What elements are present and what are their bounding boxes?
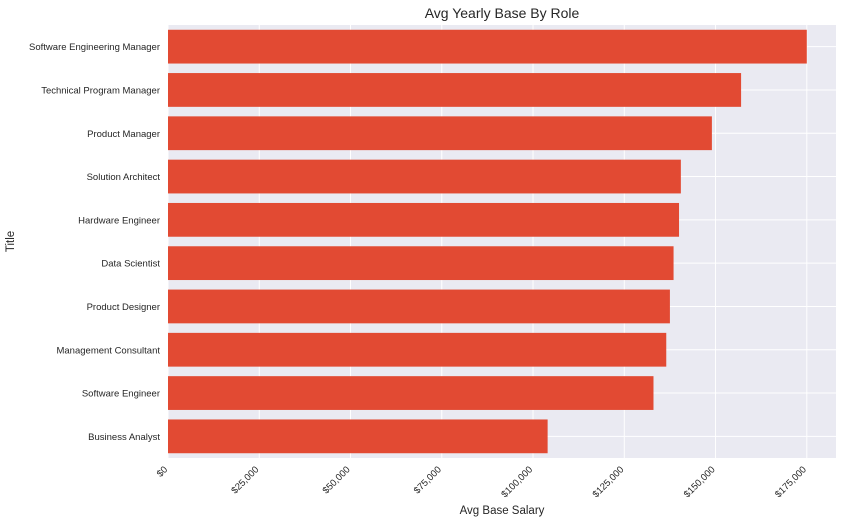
y-tick-labels: Software Engineering Manager Technical Pr…: [29, 42, 160, 443]
y-tick-label: Data Scientist: [101, 259, 160, 270]
x-tick-label: $100,000: [499, 464, 535, 500]
y-tick-label: Solution Architect: [87, 172, 161, 183]
y-tick-label: Software Engineer: [82, 389, 160, 400]
x-tick-label: $0: [155, 464, 170, 479]
x-tick-label: $175,000: [773, 464, 809, 500]
y-tick-label: Product Designer: [87, 302, 160, 313]
bar: [168, 289, 670, 324]
bar: [168, 73, 742, 107]
bar: [168, 419, 548, 454]
y-tick-label: Technical Program Manager: [41, 85, 160, 96]
bar: [168, 332, 667, 367]
x-axis-label: Avg Base Salary: [460, 505, 545, 517]
x-tick-label: $75,000: [412, 464, 444, 496]
y-tick-label: Hardware Engineer: [78, 215, 160, 226]
x-tick-label: $50,000: [321, 464, 353, 496]
x-tick-labels: $0 $25,000 $50,000 $75,000 $100,000 $125,000 $…: [155, 464, 809, 500]
y-tick-label: Product Manager: [87, 129, 160, 140]
y-tick-label: Business Analyst: [88, 432, 160, 443]
bar: [168, 376, 654, 410]
chart-title: Avg Yearly Base By Role: [425, 5, 580, 21]
y-tick-label: Management Consultant: [56, 345, 160, 356]
x-tick-label: $150,000: [682, 464, 718, 500]
bars: [168, 29, 807, 454]
y-tick-label: Software Engineering Manager: [29, 42, 160, 53]
x-tick-label: $125,000: [591, 464, 627, 500]
bar: [168, 202, 680, 237]
bar: [168, 159, 681, 194]
bar: [168, 116, 712, 151]
y-axis-label: Title: [5, 231, 17, 252]
bar: [168, 246, 674, 281]
x-tick-label: $25,000: [229, 464, 261, 496]
bar: [168, 29, 807, 64]
